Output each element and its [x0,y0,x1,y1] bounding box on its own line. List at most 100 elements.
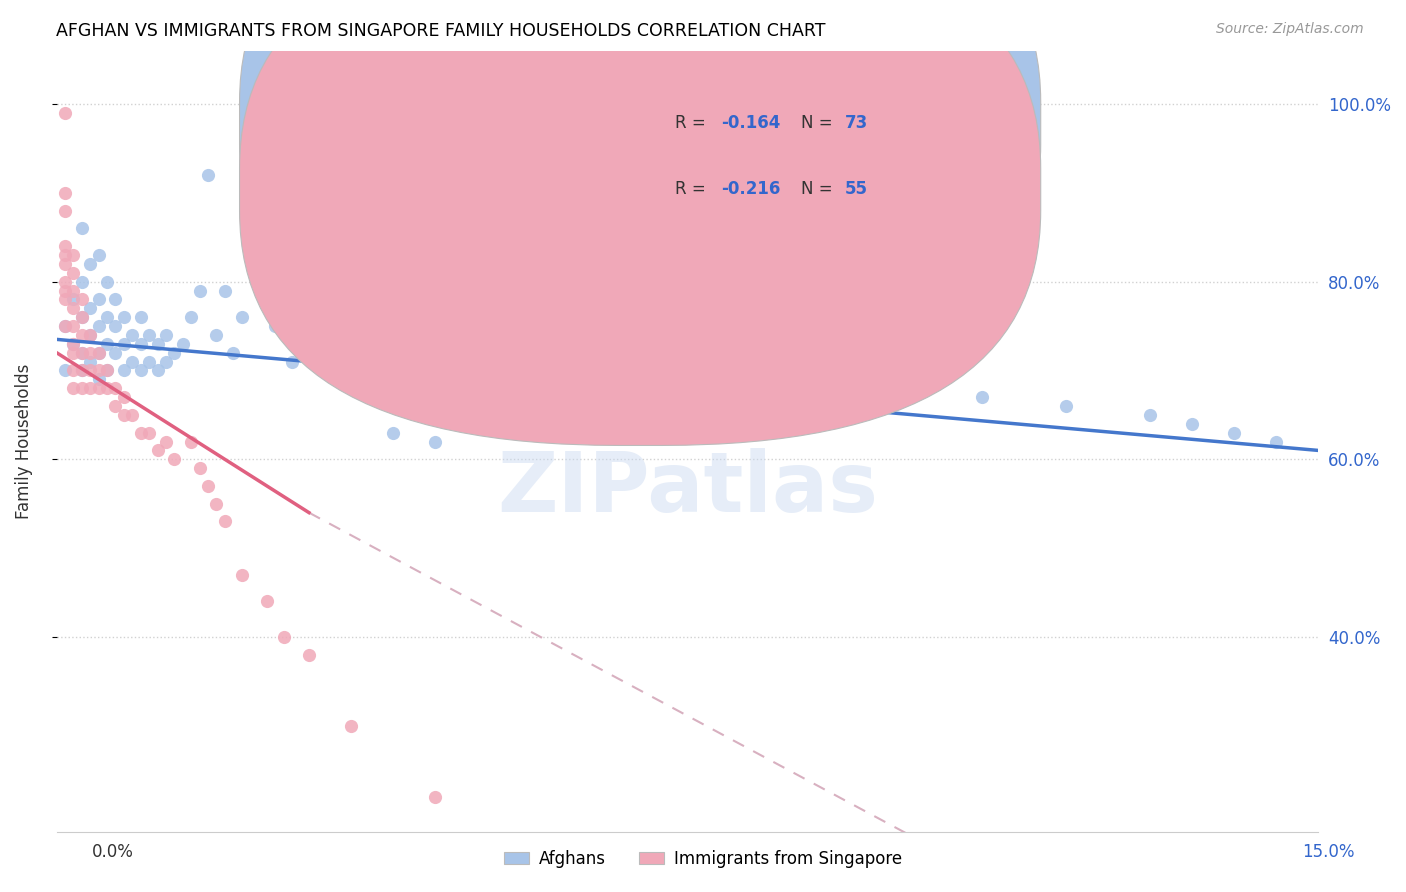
Point [104,399,127,413]
Point [121,354,143,368]
Point [256,257,278,271]
Point [205,327,228,342]
Point [205,497,228,511]
Point [96,363,118,377]
Point [340,719,363,733]
Point [247,203,270,218]
Legend: Afghans, Immigrants from Singapore: Afghans, Immigrants from Singapore [498,844,908,875]
Point [886,381,908,395]
Point [70,221,93,235]
Point [163,345,186,359]
Point [104,293,127,307]
Point [79,257,101,271]
Point [87,345,110,359]
Point [53,257,76,271]
Text: -0.164: -0.164 [721,113,780,132]
Point [718,390,741,404]
FancyBboxPatch shape [239,0,1040,379]
Point [138,425,160,440]
Point [264,319,287,334]
Text: N =: N = [801,113,838,132]
Point [382,425,405,440]
Text: 55: 55 [845,180,868,198]
Point [70,363,93,377]
Point [214,284,236,298]
Text: -0.216: -0.216 [721,180,780,198]
Point [281,354,304,368]
Text: AFGHAN VS IMMIGRANTS FROM SINGAPORE FAMILY HOUSEHOLDS CORRELATION CHART: AFGHAN VS IMMIGRANTS FROM SINGAPORE FAMI… [56,22,825,40]
Point [1139,408,1161,422]
Point [138,354,160,368]
Point [53,239,76,253]
Point [112,363,135,377]
Point [62,284,84,298]
Point [62,293,84,307]
Point [222,345,245,359]
Point [508,381,530,395]
Point [53,186,76,200]
Point [70,310,93,325]
Point [70,345,93,359]
Point [70,327,93,342]
Point [172,336,194,351]
Point [62,345,84,359]
Point [79,363,101,377]
Text: Source: ZipAtlas.com: Source: ZipAtlas.com [1216,22,1364,37]
Point [592,363,614,377]
Point [96,381,118,395]
Point [112,336,135,351]
Point [423,789,446,804]
Point [62,336,84,351]
Text: 0.0%: 0.0% [91,843,134,861]
Point [62,266,84,280]
Point [180,310,202,325]
Point [79,381,101,395]
Point [129,336,152,351]
Point [70,310,93,325]
Point [70,293,93,307]
Point [53,319,76,334]
Point [155,327,177,342]
Point [70,275,93,289]
Point [53,275,76,289]
Point [550,345,572,359]
Text: R =: R = [675,180,711,198]
Point [62,381,84,395]
Point [1223,425,1246,440]
Point [104,319,127,334]
Point [323,336,346,351]
FancyBboxPatch shape [239,0,1040,445]
Text: 15.0%: 15.0% [1302,843,1355,861]
Point [62,319,84,334]
Point [1054,399,1077,413]
Point [340,293,363,307]
Point [214,515,236,529]
Point [53,284,76,298]
Point [1181,417,1204,431]
Point [970,390,993,404]
Point [87,363,110,377]
Point [163,452,186,467]
Point [96,336,118,351]
Point [155,434,177,449]
Point [803,399,825,413]
Text: 73: 73 [845,113,869,132]
Point [53,319,76,334]
Point [96,275,118,289]
Point [79,301,101,316]
Point [357,248,380,262]
Point [79,327,101,342]
Point [104,345,127,359]
Point [87,345,110,359]
Point [53,293,76,307]
Point [79,345,101,359]
Point [231,567,253,582]
Point [197,168,219,182]
Point [79,327,101,342]
Point [96,363,118,377]
Point [138,327,160,342]
FancyBboxPatch shape [593,78,965,230]
Point [53,363,76,377]
Point [87,319,110,334]
Point [423,434,446,449]
